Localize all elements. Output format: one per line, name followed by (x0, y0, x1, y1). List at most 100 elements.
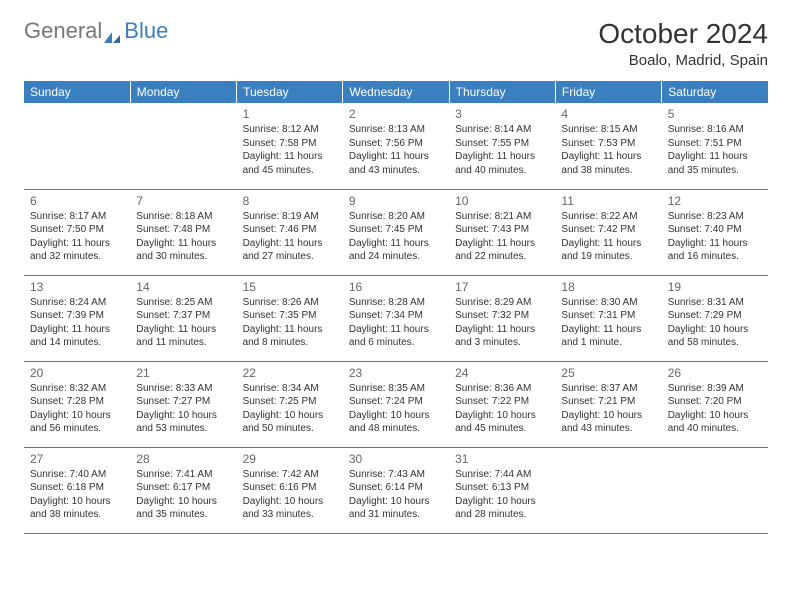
calendar-day-cell: 30Sunrise: 7:43 AMSunset: 6:14 PMDayligh… (343, 447, 449, 533)
day-info: Sunrise: 8:24 AMSunset: 7:39 PMDaylight:… (30, 296, 124, 350)
sunset-text: Sunset: 6:17 PM (136, 481, 230, 495)
daylight-text: Daylight: 10 hours and 43 minutes. (561, 409, 655, 436)
day-number: 15 (243, 280, 337, 294)
sunrise-text: Sunrise: 8:37 AM (561, 382, 655, 396)
day-info: Sunrise: 8:12 AMSunset: 7:58 PMDaylight:… (243, 123, 337, 177)
sunrise-text: Sunrise: 8:35 AM (349, 382, 443, 396)
daylight-text: Daylight: 11 hours and 11 minutes. (136, 323, 230, 350)
calendar-week-row: 6Sunrise: 8:17 AMSunset: 7:50 PMDaylight… (24, 189, 768, 275)
daylight-text: Daylight: 10 hours and 45 minutes. (455, 409, 549, 436)
day-number: 8 (243, 194, 337, 208)
day-number: 31 (455, 452, 549, 466)
day-number: 13 (30, 280, 124, 294)
calendar-day-cell: 24Sunrise: 8:36 AMSunset: 7:22 PMDayligh… (449, 361, 555, 447)
sunrise-text: Sunrise: 8:29 AM (455, 296, 549, 310)
calendar-table: SundayMondayTuesdayWednesdayThursdayFrid… (24, 81, 768, 534)
sunset-text: Sunset: 7:50 PM (30, 223, 124, 237)
day-info: Sunrise: 7:41 AMSunset: 6:17 PMDaylight:… (136, 468, 230, 522)
daylight-text: Daylight: 11 hours and 8 minutes. (243, 323, 337, 350)
month-title: October 2024 (598, 18, 768, 50)
calendar-day-cell (24, 103, 130, 189)
day-number: 9 (349, 194, 443, 208)
sunrise-text: Sunrise: 8:36 AM (455, 382, 549, 396)
sunset-text: Sunset: 7:20 PM (668, 395, 762, 409)
calendar-week-row: 13 Sunrise: 8:24 AMSunset: 7:39 PMDayligh… (24, 275, 768, 361)
day-number: 14 (136, 280, 230, 294)
daylight-text: Daylight: 11 hours and 19 minutes. (561, 237, 655, 264)
sunset-text: Sunset: 7:29 PM (668, 309, 762, 323)
sunset-text: Sunset: 7:31 PM (561, 309, 655, 323)
day-info: Sunrise: 8:22 AMSunset: 7:42 PMDaylight:… (561, 210, 655, 264)
sunrise-text: Sunrise: 8:30 AM (561, 296, 655, 310)
day-number: 17 (455, 280, 549, 294)
calendar-day-cell: 26 Sunrise: 8:39 AMSunset: 7:20 PMDayligh… (662, 361, 768, 447)
calendar-day-cell: 13 Sunrise: 8:24 AMSunset: 7:39 PMDayligh… (24, 275, 130, 361)
calendar-day-cell: 8 Sunrise: 8:19 AMSunset: 7:46 PMDaylight… (237, 189, 343, 275)
calendar-header-row: SundayMondayTuesdayWednesdayThursdayFrid… (24, 81, 768, 103)
day-info: Sunrise: 8:35 AMSunset: 7:24 PMDaylight:… (349, 382, 443, 436)
day-info: Sunrise: 8:14 AMSunset: 7:55 PMDaylight:… (455, 123, 549, 177)
day-number: 25 (561, 366, 655, 380)
sunset-text: Sunset: 6:16 PM (243, 481, 337, 495)
weekday-header: Wednesday (343, 81, 449, 103)
logo-sail-icon (102, 24, 122, 38)
daylight-text: Daylight: 11 hours and 16 minutes. (668, 237, 762, 264)
sunrise-text: Sunrise: 8:21 AM (455, 210, 549, 224)
day-number: 21 (136, 366, 230, 380)
daylight-text: Daylight: 11 hours and 27 minutes. (243, 237, 337, 264)
calendar-day-cell: 23 Sunrise: 8:35 AMSunset: 7:24 PMDayligh… (343, 361, 449, 447)
day-info: Sunrise: 8:29 AMSunset: 7:32 PMDaylight:… (455, 296, 549, 350)
day-info: Sunrise: 8:39 AMSunset: 7:20 PMDaylight:… (668, 382, 762, 436)
calendar-day-cell: 17 Sunrise: 8:29 AMSunset: 7:32 PMDayligh… (449, 275, 555, 361)
day-info: Sunrise: 8:13 AMSunset: 7:56 PMDaylight:… (349, 123, 443, 177)
day-info: Sunrise: 8:19 AMSunset: 7:46 PMDaylight:… (243, 210, 337, 264)
weekday-header: Friday (555, 81, 661, 103)
daylight-text: Daylight: 10 hours and 48 minutes. (349, 409, 443, 436)
sunrise-text: Sunrise: 8:34 AM (243, 382, 337, 396)
sunset-text: Sunset: 7:32 PM (455, 309, 549, 323)
calendar-day-cell: 5Sunrise: 8:16 AMSunset: 7:51 PMDaylight… (662, 103, 768, 189)
daylight-text: Daylight: 11 hours and 43 minutes. (349, 150, 443, 177)
day-info: Sunrise: 8:15 AMSunset: 7:53 PMDaylight:… (561, 123, 655, 177)
daylight-text: Daylight: 11 hours and 35 minutes. (668, 150, 762, 177)
sunset-text: Sunset: 7:45 PM (349, 223, 443, 237)
weekday-header: Tuesday (237, 81, 343, 103)
day-number: 1 (243, 107, 337, 121)
day-info: Sunrise: 8:21 AMSunset: 7:43 PMDaylight:… (455, 210, 549, 264)
weekday-header: Thursday (449, 81, 555, 103)
day-info: Sunrise: 8:17 AMSunset: 7:50 PMDaylight:… (30, 210, 124, 264)
calendar-day-cell (555, 447, 661, 533)
sunset-text: Sunset: 7:39 PM (30, 309, 124, 323)
daylight-text: Daylight: 10 hours and 40 minutes. (668, 409, 762, 436)
day-number: 12 (668, 194, 762, 208)
day-number: 16 (349, 280, 443, 294)
calendar-day-cell: 29Sunrise: 7:42 AMSunset: 6:16 PMDayligh… (237, 447, 343, 533)
day-number: 23 (349, 366, 443, 380)
day-number: 26 (668, 366, 762, 380)
sunset-text: Sunset: 7:58 PM (243, 137, 337, 151)
day-info: Sunrise: 8:32 AMSunset: 7:28 PMDaylight:… (30, 382, 124, 436)
calendar-page: General Blue October 2024 Boalo, Madrid,… (0, 0, 792, 552)
calendar-day-cell: 25Sunrise: 8:37 AMSunset: 7:21 PMDayligh… (555, 361, 661, 447)
sunrise-text: Sunrise: 8:31 AM (668, 296, 762, 310)
day-info: Sunrise: 7:40 AMSunset: 6:18 PMDaylight:… (30, 468, 124, 522)
day-info: Sunrise: 7:44 AMSunset: 6:13 PMDaylight:… (455, 468, 549, 522)
sunset-text: Sunset: 6:14 PM (349, 481, 443, 495)
daylight-text: Daylight: 11 hours and 45 minutes. (243, 150, 337, 177)
sunrise-text: Sunrise: 7:42 AM (243, 468, 337, 482)
day-info: Sunrise: 8:26 AMSunset: 7:35 PMDaylight:… (243, 296, 337, 350)
day-number: 2 (349, 107, 443, 121)
daylight-text: Daylight: 10 hours and 53 minutes. (136, 409, 230, 436)
weekday-header: Monday (130, 81, 236, 103)
sunrise-text: Sunrise: 8:23 AM (668, 210, 762, 224)
sunrise-text: Sunrise: 7:43 AM (349, 468, 443, 482)
calendar-day-cell: 21Sunrise: 8:33 AMSunset: 7:27 PMDayligh… (130, 361, 236, 447)
day-info: Sunrise: 7:43 AMSunset: 6:14 PMDaylight:… (349, 468, 443, 522)
daylight-text: Daylight: 10 hours and 28 minutes. (455, 495, 549, 522)
weekday-header: Sunday (24, 81, 130, 103)
daylight-text: Daylight: 10 hours and 50 minutes. (243, 409, 337, 436)
sunset-text: Sunset: 7:56 PM (349, 137, 443, 151)
sunset-text: Sunset: 7:22 PM (455, 395, 549, 409)
day-number: 28 (136, 452, 230, 466)
calendar-week-row: 27Sunrise: 7:40 AMSunset: 6:18 PMDayligh… (24, 447, 768, 533)
